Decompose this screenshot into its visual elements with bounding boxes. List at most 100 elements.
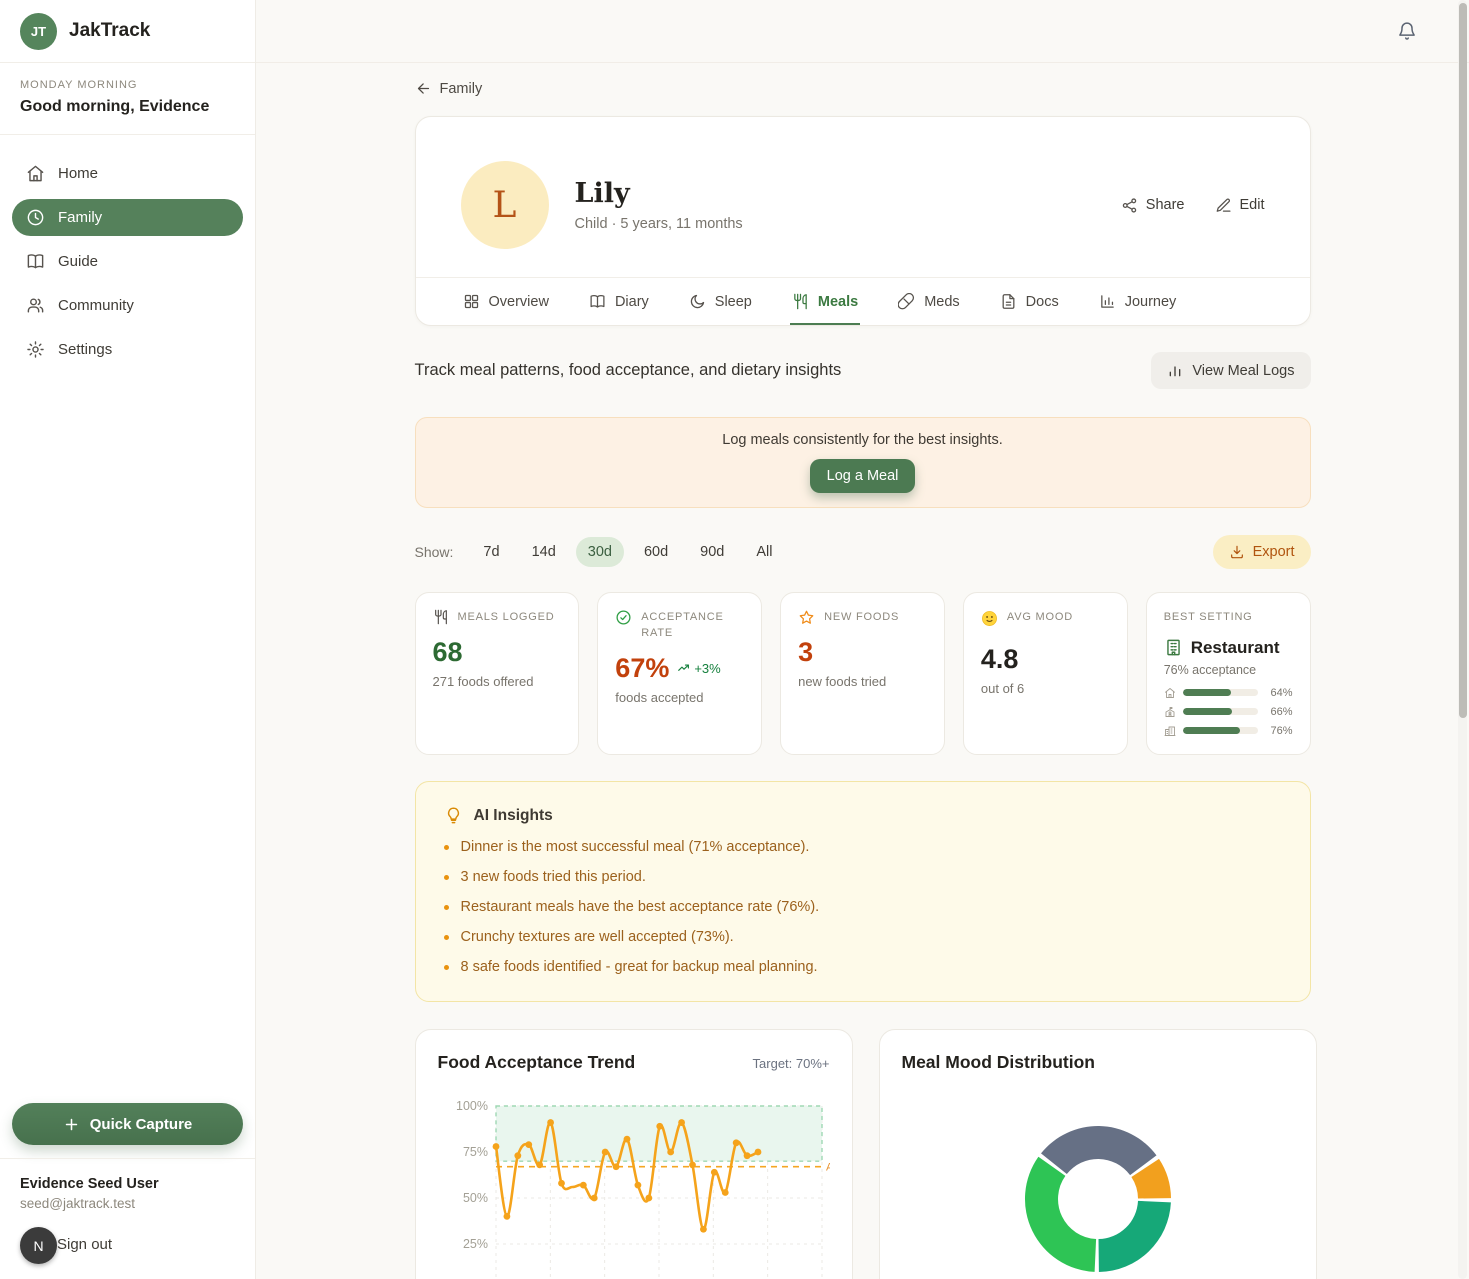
tab-meds[interactable]: Meds [896, 278, 961, 325]
range-pill-60d[interactable]: 60d [632, 537, 680, 567]
utensils-icon [433, 609, 449, 625]
ai-insight-item: Dinner is the most successful meal (71% … [443, 839, 1282, 855]
bullet-dot [443, 934, 449, 940]
edit-label: Edit [1239, 197, 1265, 213]
edit-button[interactable]: Edit [1215, 197, 1265, 214]
stat-card-best-setting: BEST SETTING Restaurant 76% acceptance 6… [1145, 592, 1311, 755]
tab-diary[interactable]: Diary [587, 278, 651, 325]
greeting-text: Good morning, Evidence [20, 98, 210, 115]
tab-label: Overview [488, 293, 549, 310]
tab-journey[interactable]: Journey [1097, 278, 1179, 325]
svg-text:25%: 25% [462, 1237, 487, 1251]
profile-tabs: Overview Diary Sleep Meals Meds [415, 277, 1310, 325]
view-meal-logs-button[interactable]: View Meal Logs [1151, 352, 1311, 389]
sidebar-item-home[interactable]: Home [12, 155, 243, 192]
stat-card-acceptance-rate: ACCEPTANCE RATE 67% +3% foods accepted [597, 592, 763, 755]
check-circle-icon [615, 609, 632, 626]
range-filter: 7d 14d 30d 60d 90d All [471, 537, 784, 567]
range-pill-all[interactable]: All [744, 537, 784, 567]
ai-insight-text: Dinner is the most successful meal (71% … [460, 839, 810, 855]
book-icon [589, 293, 606, 310]
stat-label: NEW FOODS [824, 611, 900, 623]
tab-overview[interactable]: Overview [461, 278, 551, 325]
sidebar-item-family[interactable]: Family [12, 199, 243, 236]
tab-label: Docs [1025, 293, 1059, 310]
meal-mood-distribution-card: Meal Mood Distribution [878, 1029, 1317, 1279]
sign-out-row: Sign out N [20, 1227, 235, 1267]
tab-label: Journey [1124, 293, 1177, 310]
svg-text:50%: 50% [462, 1191, 487, 1205]
progress-track [1182, 689, 1258, 697]
stat-subtext: out of 6 [980, 680, 1025, 696]
tab-label: Meals [817, 293, 859, 310]
star-icon [798, 609, 815, 626]
stat-trend: +3% [677, 661, 721, 676]
buildings-icon [1164, 725, 1176, 737]
scrollbar[interactable] [1458, 0, 1467, 1279]
tab-docs[interactable]: Docs [998, 278, 1061, 325]
chart-title: Food Acceptance Trend [437, 1052, 636, 1072]
ai-insight-text: Restaurant meals have the best acceptanc… [460, 899, 820, 915]
breadcrumb[interactable]: Family [415, 80, 482, 97]
clock-icon [26, 208, 45, 227]
user-email: seed@jaktrack.test [20, 1196, 136, 1211]
setting-bar-home: 64% [1164, 687, 1293, 699]
tab-label: Diary [614, 293, 649, 310]
view-meal-logs-label: View Meal Logs [1192, 362, 1295, 379]
tab-label: Meds [924, 293, 960, 310]
tab-label: Sleep [714, 293, 752, 310]
section-description: Track meal patterns, food acceptance, an… [414, 361, 842, 379]
sidebar-item-label: Community [58, 297, 134, 314]
sidebar: JT JakTrack MONDAY MORNING Good morning,… [0, 0, 256, 1279]
greeting-label: MONDAY MORNING [20, 79, 138, 91]
ai-insight-text: 8 safe foods identified - great for back… [460, 959, 818, 975]
progress-track [1182, 727, 1258, 735]
export-button[interactable]: Export [1212, 535, 1311, 569]
quick-capture-button[interactable]: Quick Capture [12, 1103, 243, 1145]
home-icon [1164, 687, 1176, 699]
greeting-block: MONDAY MORNING Good morning, Evidence [0, 63, 255, 135]
ai-insights-panel: AI Insights Dinner is the most successfu… [414, 781, 1311, 1002]
svg-text:75%: 75% [462, 1145, 487, 1159]
range-pill-14d[interactable]: 14d [520, 537, 568, 567]
stat-value: 3 [798, 637, 814, 667]
sidebar-item-settings[interactable]: Settings [12, 331, 243, 368]
topbar [256, 0, 1469, 63]
sign-out-button[interactable]: Sign out [57, 1236, 113, 1253]
child-profile-card: L Lily Child · 5 years, 11 months Share … [414, 116, 1311, 326]
child-name: Lily [574, 178, 630, 209]
log-a-meal-button[interactable]: Log a Meal [809, 459, 916, 493]
bell-icon[interactable] [1397, 21, 1417, 41]
show-label: Show: [414, 544, 454, 560]
gear-icon [26, 340, 45, 359]
sidebar-item-community[interactable]: Community [12, 287, 243, 324]
sidebar-item-guide[interactable]: Guide [12, 243, 243, 280]
share-label: Share [1145, 197, 1185, 213]
sidebar-user-block: Evidence Seed User seed@jaktrack.test Si… [0, 1158, 255, 1267]
range-pill-7d[interactable]: 7d [471, 537, 511, 567]
ai-insights-title: AI Insights [473, 806, 553, 824]
scrollbar-thumb[interactable] [1458, 3, 1467, 718]
bar-chart-icon [1167, 363, 1183, 379]
share-button[interactable]: Share [1121, 197, 1185, 214]
ai-insight-item: Restaurant meals have the best acceptanc… [443, 899, 1282, 915]
tab-sleep[interactable]: Sleep [687, 278, 754, 325]
plus-icon [63, 1116, 80, 1133]
progress-fill [1182, 689, 1231, 697]
chart-icon [1099, 293, 1116, 310]
log-meal-banner: Log meals consistently for the best insi… [414, 417, 1311, 508]
stat-label: MEALS LOGGED [457, 611, 555, 623]
lightbulb-icon [444, 806, 463, 825]
stat-value: 67% +3% [615, 653, 744, 684]
avatar[interactable]: N [20, 1227, 57, 1264]
child-avatar: L [460, 161, 549, 249]
stat-value-number: 67% [615, 652, 670, 683]
bullet-dot [443, 874, 449, 880]
ai-insight-text: 3 new foods tried this period. [460, 869, 646, 885]
range-pill-90d[interactable]: 90d [688, 537, 736, 567]
restaurant-building-icon [1164, 638, 1183, 657]
range-pill-30d[interactable]: 30d [575, 537, 624, 567]
progress-percent: 66% [1270, 705, 1293, 718]
food-acceptance-trend-card: Food Acceptance Trend Target: 70%+ 100% 7… [414, 1029, 853, 1279]
tab-meals[interactable]: Meals [789, 278, 861, 325]
